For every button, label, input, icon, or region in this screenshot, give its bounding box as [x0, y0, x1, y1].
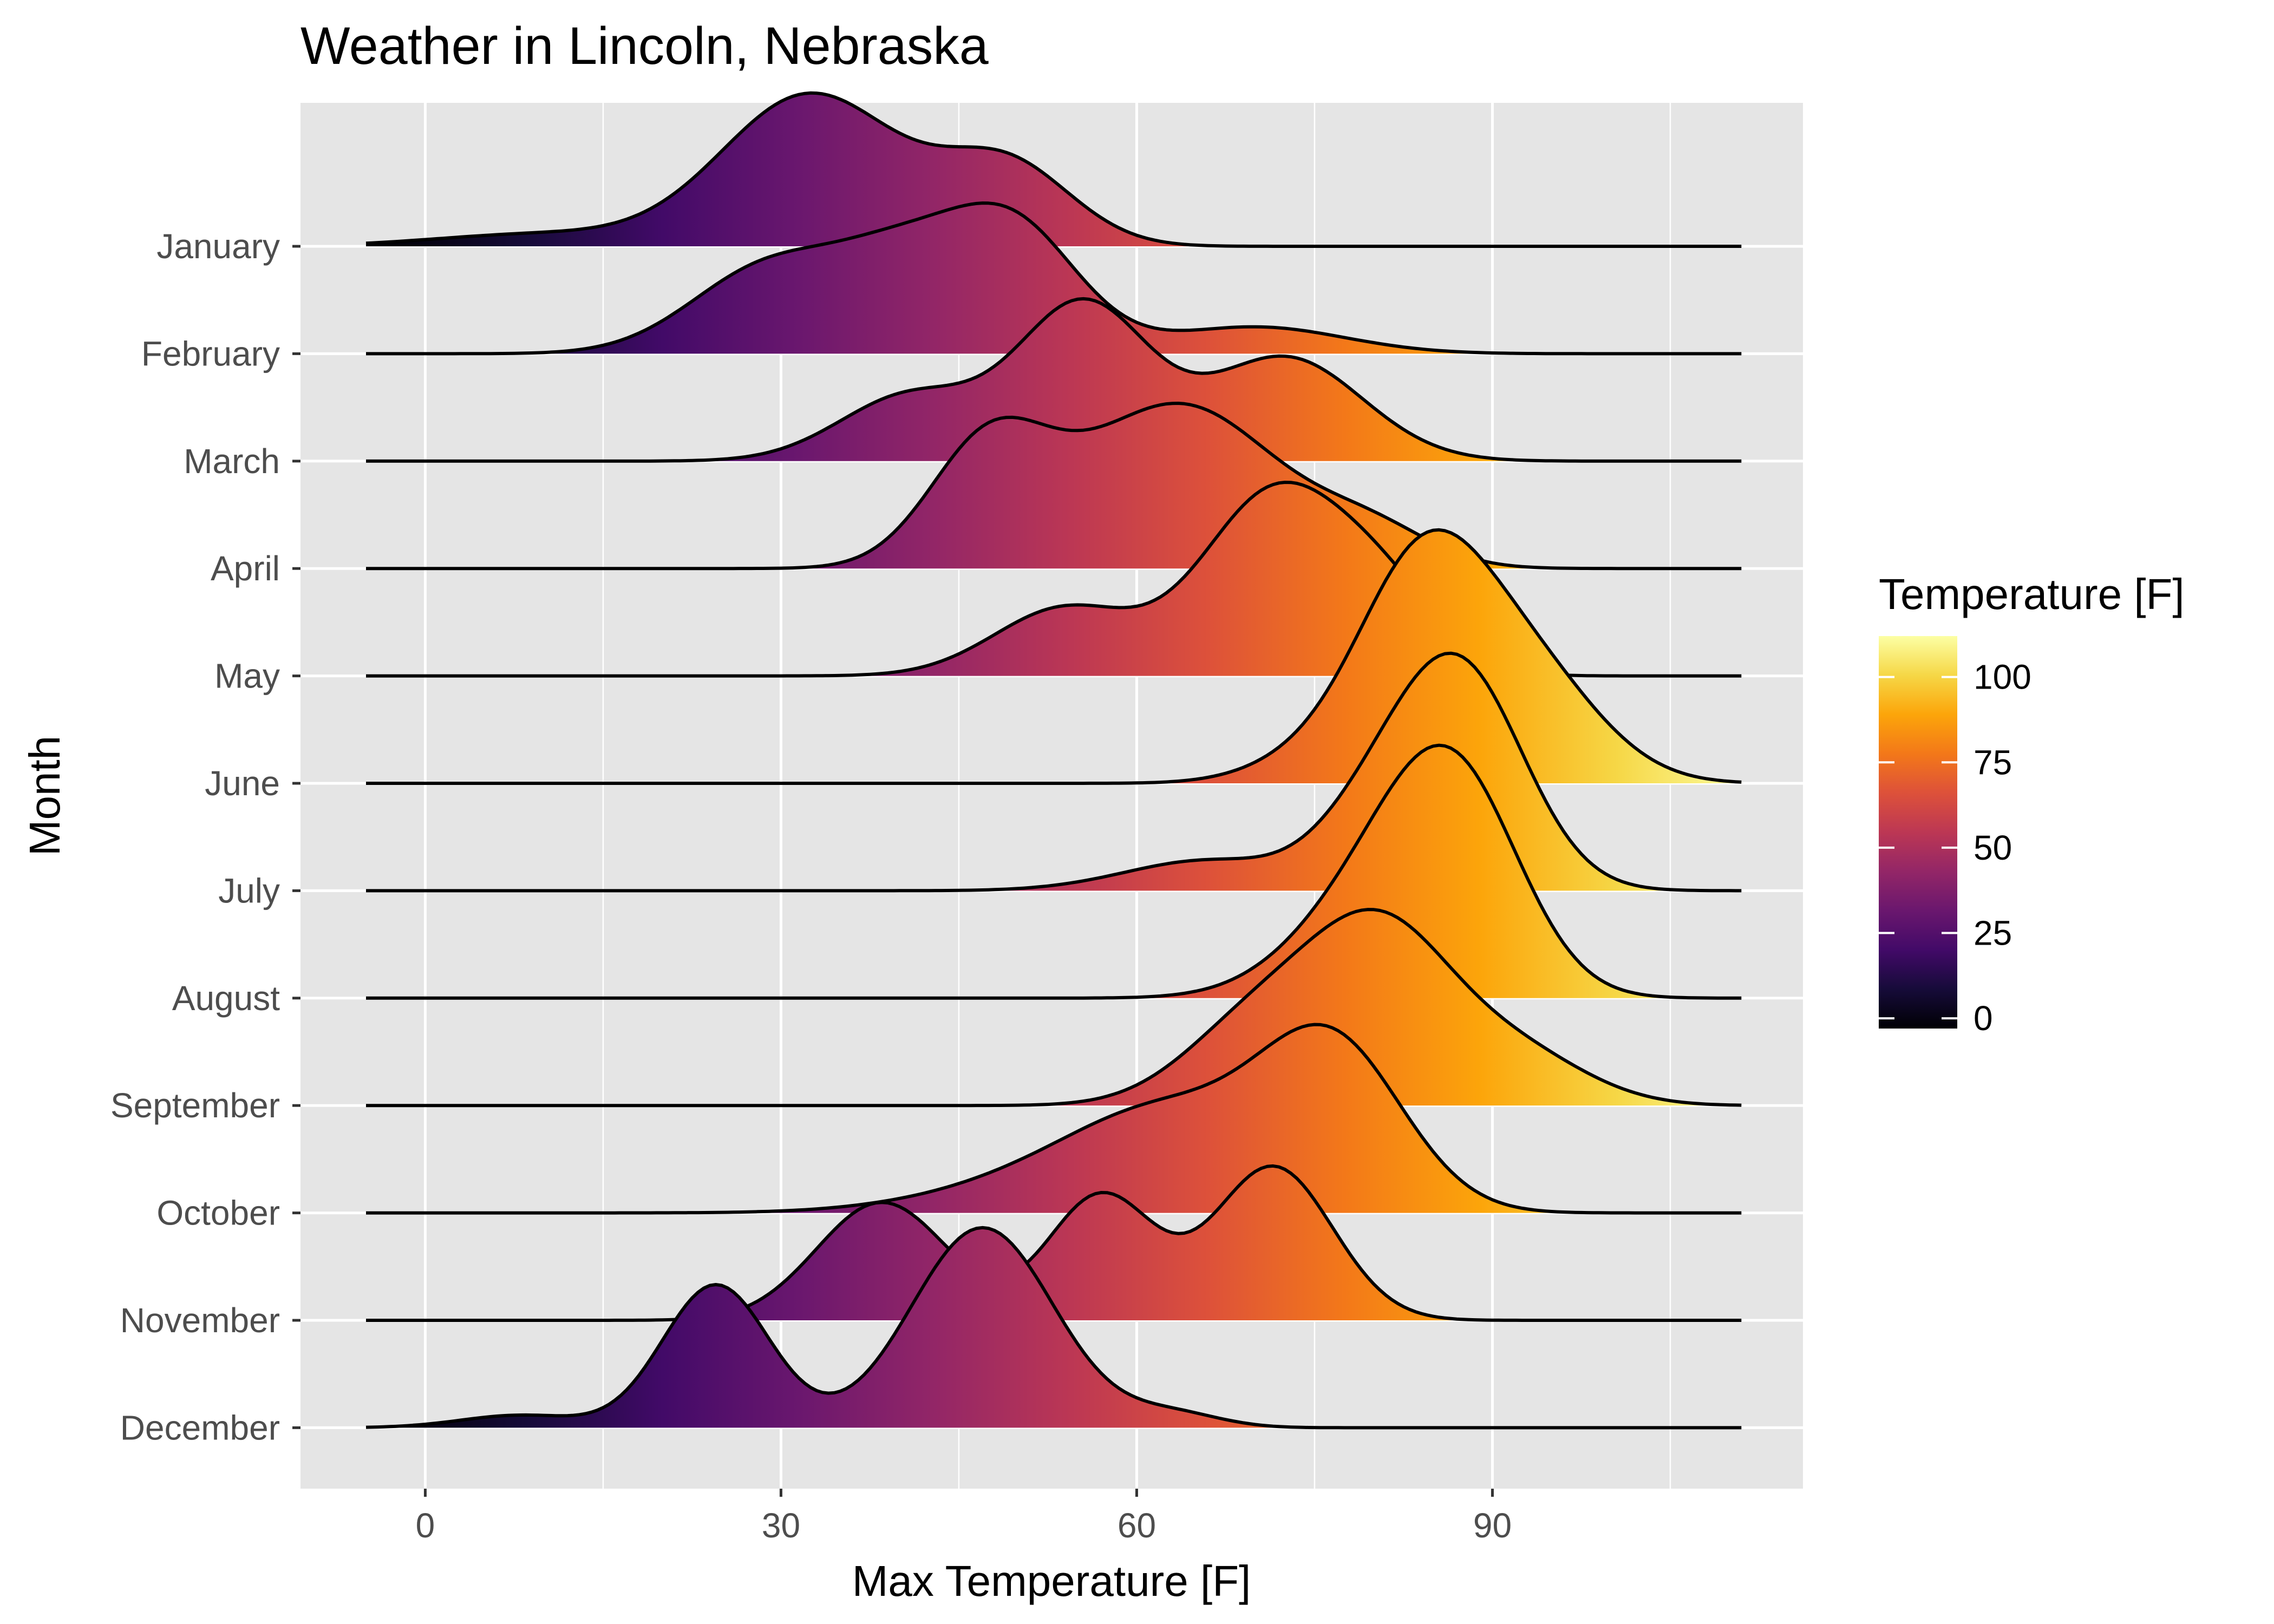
- legend-tick-label: 0: [1974, 999, 1993, 1038]
- x-tick-label: 0: [416, 1506, 435, 1545]
- ridge-august-outline: [366, 743, 1742, 1000]
- legend-colorbar: [1879, 636, 1957, 1029]
- y-tick-label: August: [172, 979, 280, 1018]
- legend-tick-label: 25: [1974, 913, 2012, 952]
- ridge-june-outline: [366, 528, 1742, 785]
- y-tick-label: February: [141, 334, 280, 373]
- x-tick-label: 30: [762, 1506, 800, 1545]
- x-tick-label: 90: [1473, 1506, 1512, 1545]
- y-axis-title: Month: [21, 736, 69, 856]
- ridge-september-fill: [366, 909, 1742, 1106]
- chart-title: Weather in Lincoln, Nebraska: [300, 16, 989, 75]
- ridge-october-outline: [366, 1023, 1742, 1215]
- ridge-july-outline: [366, 651, 1742, 893]
- ridge-september-outline: [366, 908, 1742, 1108]
- y-tick-label: March: [184, 442, 280, 481]
- ridge-april-fill: [366, 403, 1742, 569]
- ridge-november-fill: [366, 1165, 1742, 1320]
- legend-tick-label: 100: [1974, 658, 2031, 697]
- y-tick-label: January: [156, 227, 280, 266]
- y-axis: January February March April May June July Augu…: [110, 227, 300, 1447]
- x-tick-label: 60: [1118, 1506, 1156, 1545]
- y-tick-label: July: [218, 871, 280, 910]
- legend-ticks: 0 25 50 75 100: [1879, 658, 2031, 1038]
- ridge-february-outline: [366, 201, 1742, 356]
- ridge-december-outline: [365, 1226, 1742, 1430]
- legend-title: Temperature [F]: [1879, 570, 2185, 618]
- y-tick-label: September: [110, 1086, 280, 1125]
- legend-tick-label: 75: [1974, 743, 2012, 782]
- ridge-january-outline: [365, 91, 1742, 248]
- x-axis: 0 30 60 90: [416, 1489, 1512, 1545]
- y-tick-label: June: [205, 764, 280, 803]
- y-tick-label: October: [156, 1194, 280, 1233]
- ridge-april-outline: [366, 402, 1742, 571]
- y-tick-label: December: [120, 1408, 280, 1447]
- ridge-november-outline: [366, 1164, 1742, 1322]
- ridge-january-fill: [366, 93, 1742, 247]
- y-tick-label: April: [211, 549, 280, 588]
- legend-tick-label: 50: [1974, 828, 2012, 867]
- color-legend: Temperature [F] 0 25 50 75 100: [1879, 570, 2185, 1038]
- ridge-december-fill: [366, 1227, 1742, 1428]
- ridge-march-outline: [366, 297, 1742, 463]
- y-tick-label: May: [214, 657, 280, 696]
- y-tick-label: November: [120, 1301, 280, 1340]
- ridges-layer: [365, 91, 1742, 1430]
- ridge-february-fill: [366, 203, 1742, 354]
- x-axis-title: Max Temperature [F]: [852, 1557, 1251, 1605]
- ridge-october-fill: [366, 1024, 1742, 1213]
- ridge-march-fill: [366, 298, 1742, 461]
